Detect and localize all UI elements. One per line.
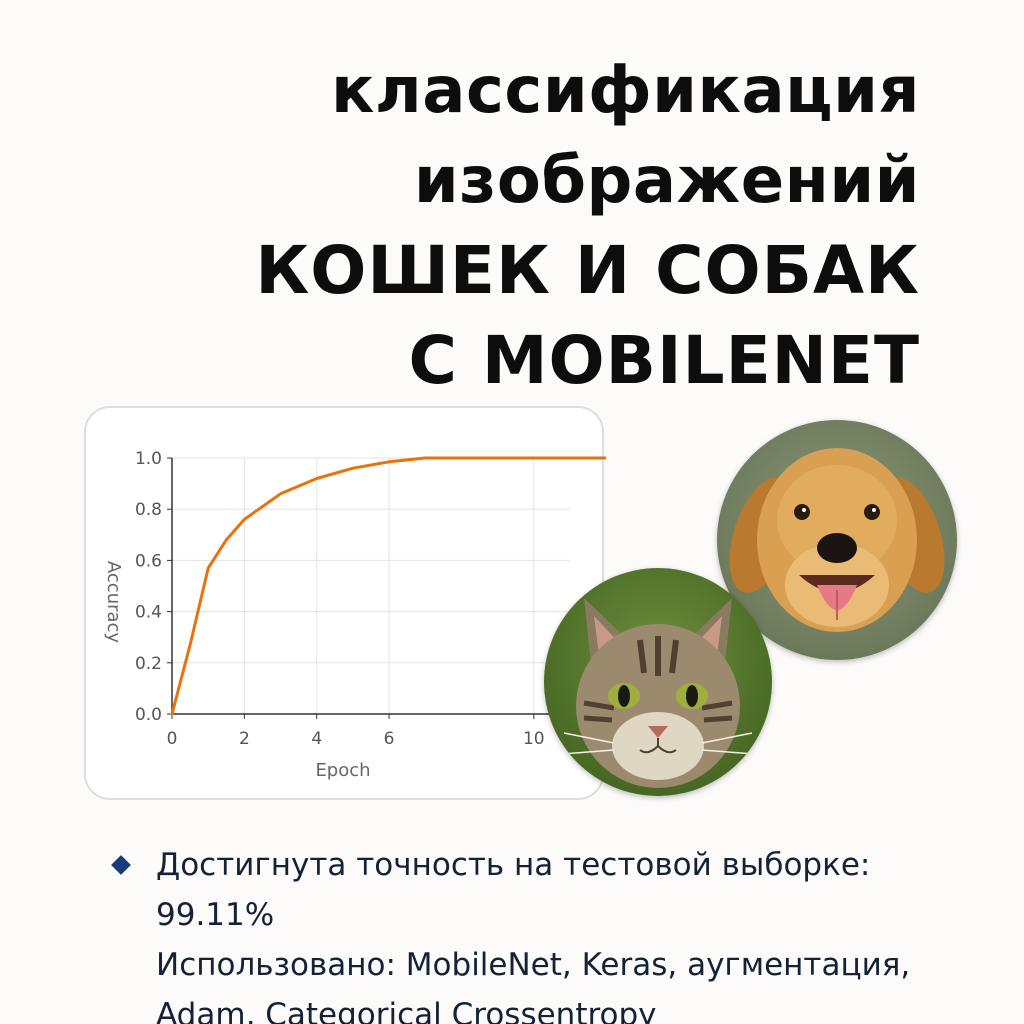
accuracy-series-line	[170, 456, 606, 716]
result-accuracy-label: Достигнута точность на тестовой выборке:	[156, 847, 871, 883]
y-tick-label: 0.2	[135, 654, 162, 674]
title-line-2: изображений	[413, 144, 920, 218]
title-line-4: С MOBILENET	[408, 322, 920, 399]
result-accuracy-value: 99.11%	[156, 897, 275, 933]
accuracy-chart-card: 0.0 0.2 0.4 0.6 0.8 1.0 0 2 4 6 10 Epoch Accuracy	[84, 406, 606, 800]
result-tools-line-1: Использовано: MobileNet, Keras, аугмента…	[156, 947, 911, 983]
title-line-3: КОШЕК И СОБАК	[255, 232, 920, 309]
y-tick-label: 0.0	[135, 705, 162, 725]
page-title: классификация изображений КОШЕК И СОБАК …	[100, 46, 920, 406]
results-list: Достигнута точность на тестовой выборке:…	[110, 840, 1010, 1024]
y-tick-label: 1.0	[135, 449, 162, 469]
y-tick-label: 0.6	[135, 551, 162, 571]
list-item: Достигнута точность на тестовой выборке:…	[110, 840, 1010, 1024]
result-tools-line-2: Adam, Categorical Crossentropy	[156, 997, 657, 1024]
cat-photo	[544, 568, 772, 796]
dog-photo	[717, 420, 957, 660]
x-tick-label: 0	[167, 729, 178, 749]
y-tick-label: 0.8	[135, 500, 162, 520]
title-line-1: классификация	[330, 54, 920, 128]
x-tick-label: 10	[523, 729, 545, 749]
y-tick-label: 0.4	[135, 603, 162, 623]
x-axis-label: Epoch	[315, 760, 370, 781]
x-tick-label: 2	[239, 729, 250, 749]
diamond-bullet-icon	[111, 855, 131, 875]
y-axis-label: Accuracy	[103, 561, 124, 644]
x-tick-label: 4	[311, 729, 322, 749]
x-tick-label: 6	[384, 729, 395, 749]
accuracy-chart: 0.0 0.2 0.4 0.6 0.8 1.0 0 2 4 6 10 Epoch Accuracy	[103, 449, 606, 781]
